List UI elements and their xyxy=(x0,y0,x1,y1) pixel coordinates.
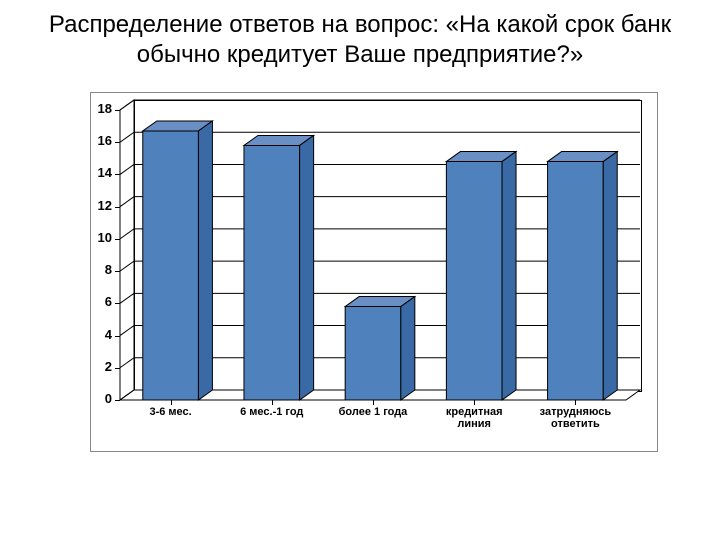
plot-area xyxy=(120,100,640,400)
x-tick-label: более 1 года xyxy=(322,406,423,418)
y-tick-mark xyxy=(115,142,120,143)
y-tick-label: 12 xyxy=(60,198,112,213)
x-tick-label: затрудняюсь ответить xyxy=(525,406,626,430)
x-tick-mark xyxy=(575,400,576,405)
x-tick-label: 6 мес.-1 год xyxy=(221,406,322,418)
y-tick-mark xyxy=(115,400,120,401)
y-tick-mark xyxy=(115,368,120,369)
y-tick-label: 8 xyxy=(60,262,112,277)
chart-title: Распределение ответов на вопрос: «На как… xyxy=(0,0,720,74)
x-tick-mark xyxy=(474,400,475,405)
y-tick-label: 16 xyxy=(60,133,112,148)
y-tick-label: 10 xyxy=(60,230,112,245)
y-tick-label: 18 xyxy=(60,101,112,116)
y-tick-mark xyxy=(115,271,120,272)
y-tick-label: 4 xyxy=(60,327,112,342)
x-tick-label: кредитная линия xyxy=(424,406,525,430)
y-tick-mark xyxy=(115,174,120,175)
y-tick-mark xyxy=(115,110,120,111)
x-tick-label: 3-6 мес. xyxy=(120,406,221,418)
chart-container: 0 2 4 6 8 10 12 14 16 18 3-6 мес.6 мес.-1 годболе… xyxy=(60,92,660,472)
x-tick-mark xyxy=(171,400,172,405)
y-tick-mark xyxy=(115,239,120,240)
y-tick-label: 0 xyxy=(60,391,112,406)
y-tick-mark xyxy=(115,207,120,208)
y-tick-label: 2 xyxy=(60,359,112,374)
y-tick-mark xyxy=(115,303,120,304)
y-tick-label: 6 xyxy=(60,294,112,309)
walls-svg xyxy=(120,100,640,400)
y-tick-label: 14 xyxy=(60,165,112,180)
x-tick-mark xyxy=(272,400,273,405)
x-tick-mark xyxy=(373,400,374,405)
y-tick-mark xyxy=(115,336,120,337)
